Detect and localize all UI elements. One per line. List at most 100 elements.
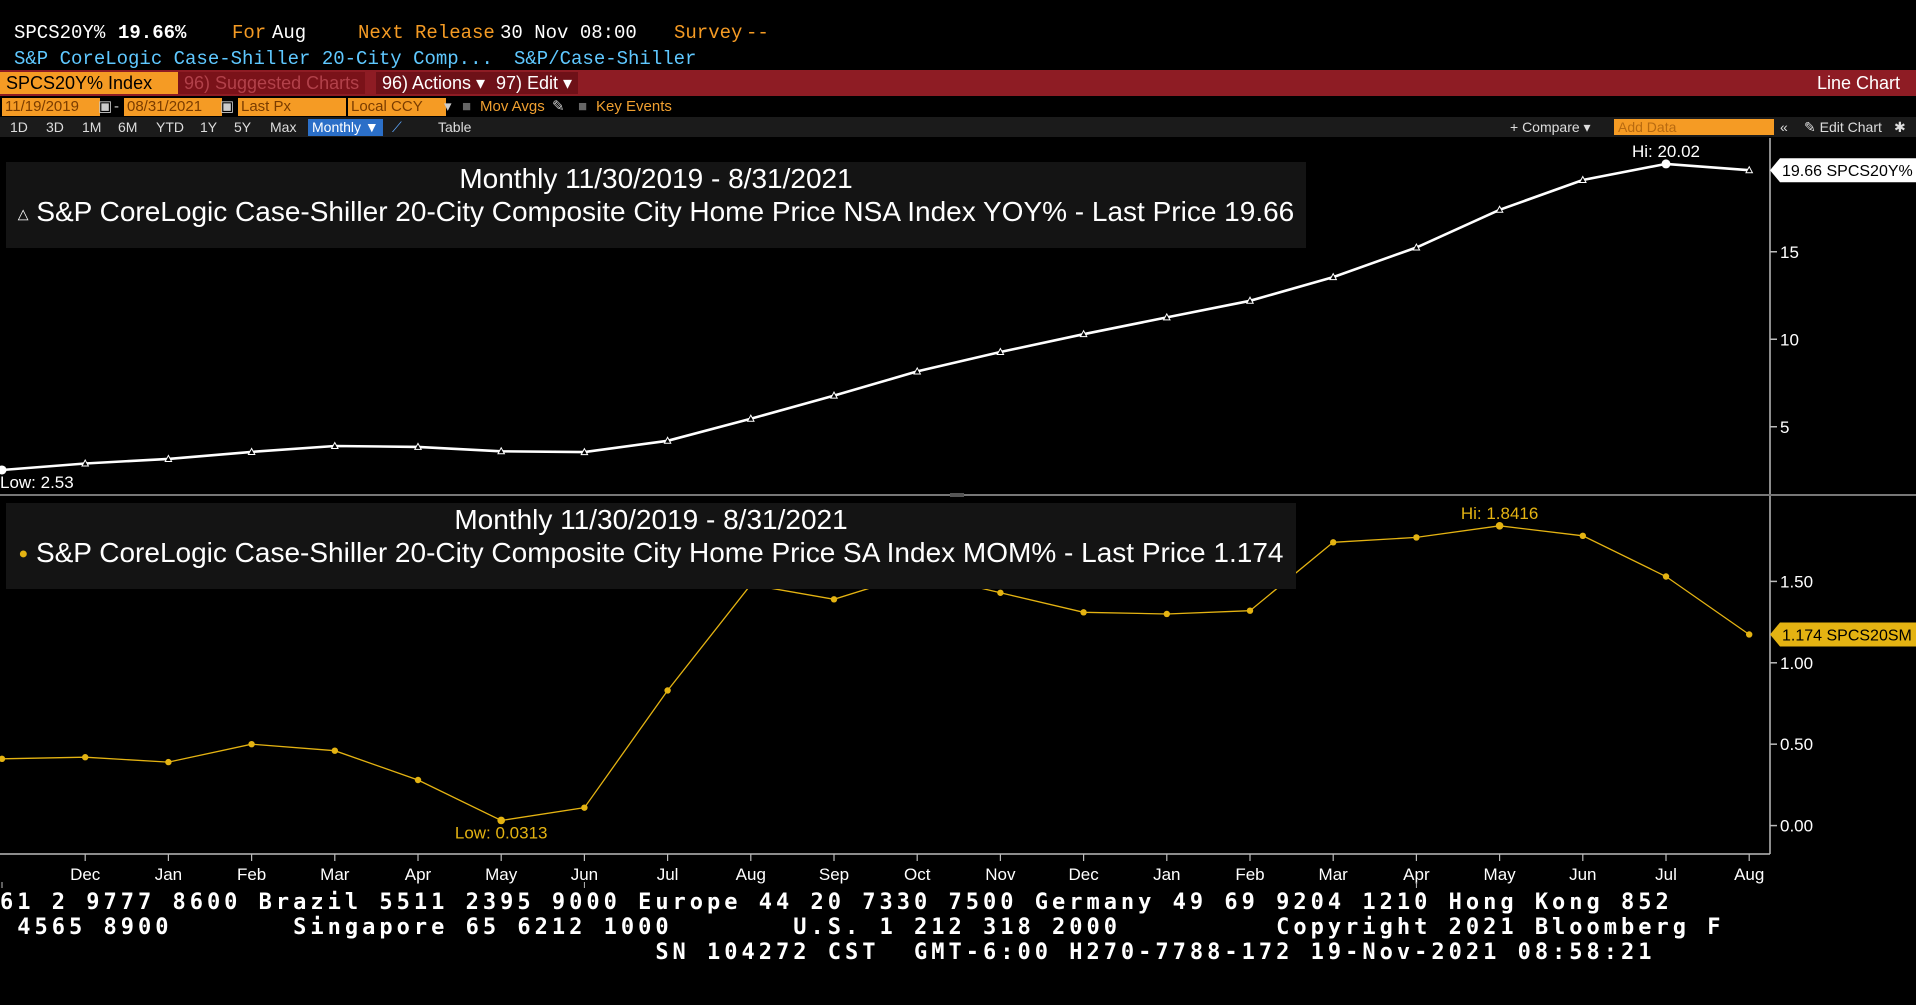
start-date-input[interactable]: 11/19/2019 — [2, 98, 100, 116]
survey-value: -- — [746, 22, 769, 44]
currency-select[interactable]: Local CCY — [348, 98, 446, 116]
key-events-toggle[interactable]: Key Events — [596, 98, 672, 115]
checkbox-icon[interactable]: ■ — [462, 98, 472, 115]
x-tick-label: Jul — [1655, 865, 1677, 884]
range-3d[interactable]: 3D — [46, 119, 64, 135]
line-chart-icon[interactable]: ⟋ — [392, 119, 402, 135]
data-point — [581, 804, 588, 811]
range-ytd[interactable]: YTD — [156, 119, 184, 135]
range-6m[interactable]: 6M — [118, 119, 138, 135]
legend-series: S&P CoreLogic Case-Shiller 20-City Compo… — [35, 537, 1284, 568]
data-point — [1079, 329, 1088, 338]
last-price-label: 19.66 SPCS20Y% — [1782, 163, 1913, 180]
data-point — [997, 589, 1004, 596]
chart-area: 5 10 15 Hi: 20.02 Low: 2.53 19.66 SPCS20Y% 0.… — [0, 138, 1916, 888]
compare-button[interactable]: + Compare ▾ — [1510, 119, 1591, 135]
chart-type-label[interactable]: Line Chart — [1816, 73, 1900, 93]
last-price-tag — [1770, 622, 1916, 647]
data-point — [1661, 159, 1671, 169]
legend-series: S&P CoreLogic Case-Shiller 20-City Compo… — [36, 196, 1295, 227]
x-tick-label: Aug — [1734, 865, 1764, 884]
end-date-input[interactable]: 08/31/2021 — [124, 98, 222, 116]
legend-title: Monthly 11/30/2019 - 8/31/2021 — [459, 163, 853, 194]
data-point — [247, 447, 256, 455]
dot-marker-icon: ● — [18, 545, 29, 563]
data-point — [248, 740, 255, 748]
for-value: Aug — [272, 22, 307, 44]
x-tick-label: Nov — [985, 865, 1016, 884]
calendar-icon[interactable]: ▣ — [98, 98, 113, 115]
pencil-icon[interactable]: ✎ — [552, 98, 565, 115]
x-tick-label: Dec — [70, 865, 101, 884]
last-value: 19.66% — [118, 22, 187, 44]
range-1d[interactable]: 1D — [10, 119, 28, 135]
y-tick-label: 10 — [1780, 330, 1799, 349]
data-point — [1495, 521, 1504, 530]
toolbar: SPCS20Y% Index 96) Suggested Charts 96) … — [0, 70, 1916, 96]
security-source: S&P/Case-Shiller — [514, 48, 697, 70]
data-point — [497, 816, 506, 825]
data-point — [996, 347, 1005, 356]
x-tick-label: Dec — [1068, 865, 1099, 884]
x-axis: Dec Jan Feb Mar Apr May Jun Jul Aug Sep Oct Nov Dec J… — [1, 854, 1764, 888]
x-tick-label: Oct — [904, 865, 931, 884]
data-point — [663, 436, 672, 444]
edit-chart-button[interactable]: ✎ Edit Chart — [1804, 119, 1882, 135]
data-point — [1080, 609, 1087, 616]
period-select[interactable]: Monthly ▼ — [308, 119, 383, 136]
gear-icon[interactable]: ✱ — [1894, 119, 1906, 135]
x-tick-label: Feb — [237, 865, 266, 884]
checkbox-icon[interactable]: ■ — [578, 98, 588, 115]
x-tick-label: May — [1484, 865, 1517, 884]
range-max[interactable]: Max — [270, 119, 297, 135]
table-button[interactable]: Table — [438, 119, 472, 135]
data-point — [82, 754, 89, 761]
data-point — [413, 442, 423, 450]
data-point — [1413, 534, 1420, 541]
chevron-down-icon[interactable]: ▾ — [444, 98, 452, 115]
data-point — [1329, 272, 1338, 281]
y-tick-label: 5 — [1780, 418, 1789, 437]
date-separator: - — [114, 98, 119, 115]
data-point — [913, 366, 922, 375]
x-tick-label: Apr — [405, 865, 432, 884]
range-1m[interactable]: 1M — [82, 119, 102, 135]
range-1y[interactable]: 1Y — [200, 119, 218, 135]
data-point — [746, 414, 755, 422]
low-label: Low: 2.53 — [0, 473, 74, 492]
next-release-value: 30 Nov 08:00 — [500, 22, 637, 44]
calendar-icon[interactable]: ▣ — [220, 98, 235, 115]
security-field[interactable]: SPCS20Y% Index — [0, 72, 182, 94]
x-tick-label: May — [485, 865, 518, 884]
data-point — [165, 758, 172, 766]
footer-line-3: SN 104272 CST GMT-6:00 H270-7788-172 19-… — [0, 940, 1656, 965]
data-point — [330, 441, 339, 449]
range-5y[interactable]: 5Y — [234, 119, 252, 135]
y-tick-label: 0.50 — [1780, 735, 1813, 754]
x-tick-label: Jan — [155, 865, 182, 884]
data-point — [331, 747, 338, 754]
add-data-input[interactable]: Add Data — [1614, 119, 1774, 135]
x-tick-label: Aug — [736, 865, 766, 884]
range-row: 1D 3D 1M 6M YTD 1Y 5Y Max Monthly ▼ ⟋ Ta… — [0, 117, 1916, 137]
x-tick-label: Sep — [819, 865, 849, 884]
footer: 61 2 9777 8600 Brazil 5511 2395 9000 Eur… — [0, 888, 1916, 1005]
x-tick-label: Apr — [1403, 865, 1430, 884]
data-point — [1578, 175, 1587, 183]
data-point — [1412, 242, 1421, 251]
survey-label: Survey — [674, 22, 743, 44]
data-point — [1245, 296, 1255, 304]
actions-menu[interactable]: 96) Actions ▾ — [376, 72, 492, 94]
x-tick-label: Jun — [1569, 865, 1596, 884]
next-release-label: Next Release — [358, 22, 495, 44]
edit-menu[interactable]: 97) Edit ▾ — [490, 72, 579, 94]
data-point — [0, 755, 6, 763]
mov-avgs-toggle[interactable]: Mov Avgs — [480, 98, 545, 115]
field-select[interactable]: Last Px — [238, 98, 346, 116]
plot-yoy: 5 10 15 Hi: 20.02 Low: 2.53 19.66 SPCS20Y% — [0, 142, 1916, 492]
ticker-label: SPCS20Y% — [14, 22, 106, 44]
collapse-icon[interactable]: « — [1780, 119, 1788, 135]
suggested-charts-button[interactable]: 96) Suggested Charts — [178, 72, 366, 94]
x-tick-label: Jan — [1153, 865, 1180, 884]
last-price-tag — [1770, 158, 1916, 183]
